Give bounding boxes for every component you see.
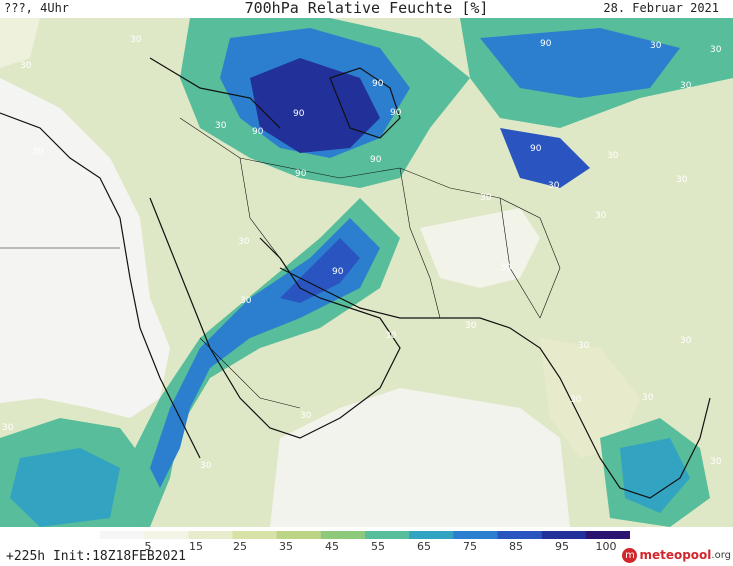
- contour-label-30: 30: [570, 395, 582, 405]
- country-borders: [0, 117, 561, 409]
- colorbar-tick-label: 100: [595, 540, 617, 553]
- colorbar: [100, 531, 630, 539]
- contour-label-30: 30: [676, 175, 688, 185]
- colorbar-segment: [497, 531, 543, 539]
- colorbar-tick-label: 55: [371, 540, 385, 553]
- contour-label-30: 30: [2, 423, 14, 433]
- coastlines: [0, 57, 711, 499]
- contour-label-30: 30: [548, 181, 560, 191]
- contour-label-30: 30: [680, 81, 692, 91]
- contour-label-30: 30: [215, 121, 227, 131]
- arabian-peninsula-coast: [149, 197, 401, 439]
- logo-tld-text: .org: [711, 549, 731, 561]
- contour-label-30: 30: [200, 461, 212, 471]
- colorbar-tick-label: 65: [417, 540, 431, 553]
- chart-title: 700hPa Relative Feuchte [%]: [244, 0, 489, 17]
- contour-label-30: 30: [130, 35, 142, 45]
- colorbar-tick-label: 35: [279, 540, 293, 553]
- humidity-map-canvas: 30 30 30 30 30 30 30 30 30 30 30 30 30 3…: [0, 18, 733, 527]
- meteopool-logo[interactable]: m meteopool .org: [622, 546, 731, 564]
- moist-core-horn-africa: [10, 448, 120, 527]
- contour-label-30: 30: [710, 45, 722, 55]
- dry-region-arabian-sea: [270, 388, 570, 527]
- border-line-c: [399, 167, 441, 319]
- contour-label-90: 90: [252, 127, 264, 137]
- contour-label-90: 90: [540, 39, 552, 49]
- colorbar-tick-label: 25: [233, 540, 247, 553]
- colorbar-segment: [100, 531, 145, 539]
- contour-label-90: 90: [370, 155, 382, 165]
- contour-label-90: 90: [295, 169, 307, 179]
- contour-label-30: 30: [607, 151, 619, 161]
- colorbar-segment: [320, 531, 366, 539]
- mediterranean-north-coast: [149, 57, 281, 129]
- colorbar-segment: [188, 531, 233, 539]
- chart-footer: 5 15 25 35 45 55 65 75 85 95 100 +225h Init:18Z18F…: [0, 527, 733, 566]
- contour-label-90: 90: [530, 144, 542, 154]
- colorbar-tick-label: 95: [555, 540, 569, 553]
- colorbar-segment: [365, 531, 410, 539]
- contour-label-30: 30: [32, 147, 44, 157]
- border-line-b: [239, 157, 281, 259]
- colorbar-tick-label: 85: [509, 540, 523, 553]
- contour-label-30: 30: [500, 263, 512, 273]
- contour-label-90: 90: [332, 267, 344, 277]
- forecast-time-label: ???, 4Uhr: [4, 1, 70, 15]
- contour-label-30: 30: [300, 411, 312, 421]
- contour-label-30: 30: [240, 296, 252, 306]
- contour-label-30: 30: [385, 331, 397, 341]
- colorbar-tick-label: 75: [463, 540, 477, 553]
- colorbar-segment: [585, 531, 630, 539]
- contour-label-30: 30: [650, 41, 662, 51]
- init-time-label: +225h Init:18Z18FEB2021: [6, 549, 187, 564]
- border-line-d: [499, 197, 541, 319]
- contour-label-30: 30: [20, 61, 32, 71]
- red-sea-west-coast: [0, 112, 201, 459]
- colorbar-tick-label: 45: [325, 540, 339, 553]
- colorbar-tick-label: 5: [144, 540, 152, 553]
- very-moist-band-central-asia: [480, 28, 680, 98]
- chart-header: ???, 4Uhr 700hPa Relative Feuchte [%] 28…: [0, 0, 733, 18]
- colorbar-segment: [144, 531, 189, 539]
- contour-label-90: 90: [293, 109, 305, 119]
- contour-label-30: 30: [465, 321, 477, 331]
- contour-label-30: 30: [710, 457, 722, 467]
- contour-labels: 30 30 30 30 30 30 30 30 30 30 30 30 30 3…: [2, 35, 722, 471]
- light-region-india: [540, 338, 640, 458]
- contour-label-90: 90: [390, 108, 402, 118]
- caspian-sea: [329, 67, 401, 139]
- saturated-core-north: [250, 58, 380, 153]
- border-line-a: [179, 117, 561, 319]
- meteopool-logo-icon: m: [622, 547, 638, 563]
- contour-label-30: 30: [680, 336, 692, 346]
- border-line-f: [199, 337, 301, 409]
- moisture-plume-core: [280, 238, 360, 303]
- contour-label-90: 90: [372, 79, 384, 89]
- contour-label-30: 30: [578, 341, 590, 351]
- moist-cell-tibet: [500, 128, 590, 188]
- humidity-map: 30 30 30 30 30 30 30 30 30 30 30 30 30 3…: [0, 18, 733, 527]
- light-region-northwest: [0, 18, 40, 68]
- colorbar-segment: [276, 531, 322, 539]
- persia-india-coast: [279, 267, 711, 499]
- colorbar-segment: [541, 531, 587, 539]
- contour-label-30: 30: [238, 237, 250, 247]
- contour-label-30: 30: [480, 193, 492, 203]
- colorbar-segment: [409, 531, 454, 539]
- forecast-date-label: 28. Februar 2021: [603, 1, 719, 15]
- colorbar-tick-label: 15: [189, 540, 203, 553]
- contour-label-30: 30: [642, 393, 654, 403]
- logo-brand-text: meteopool: [639, 548, 712, 562]
- contour-label-30: 30: [595, 211, 607, 221]
- colorbar-segment: [453, 531, 498, 539]
- colorbar-segment: [232, 531, 278, 539]
